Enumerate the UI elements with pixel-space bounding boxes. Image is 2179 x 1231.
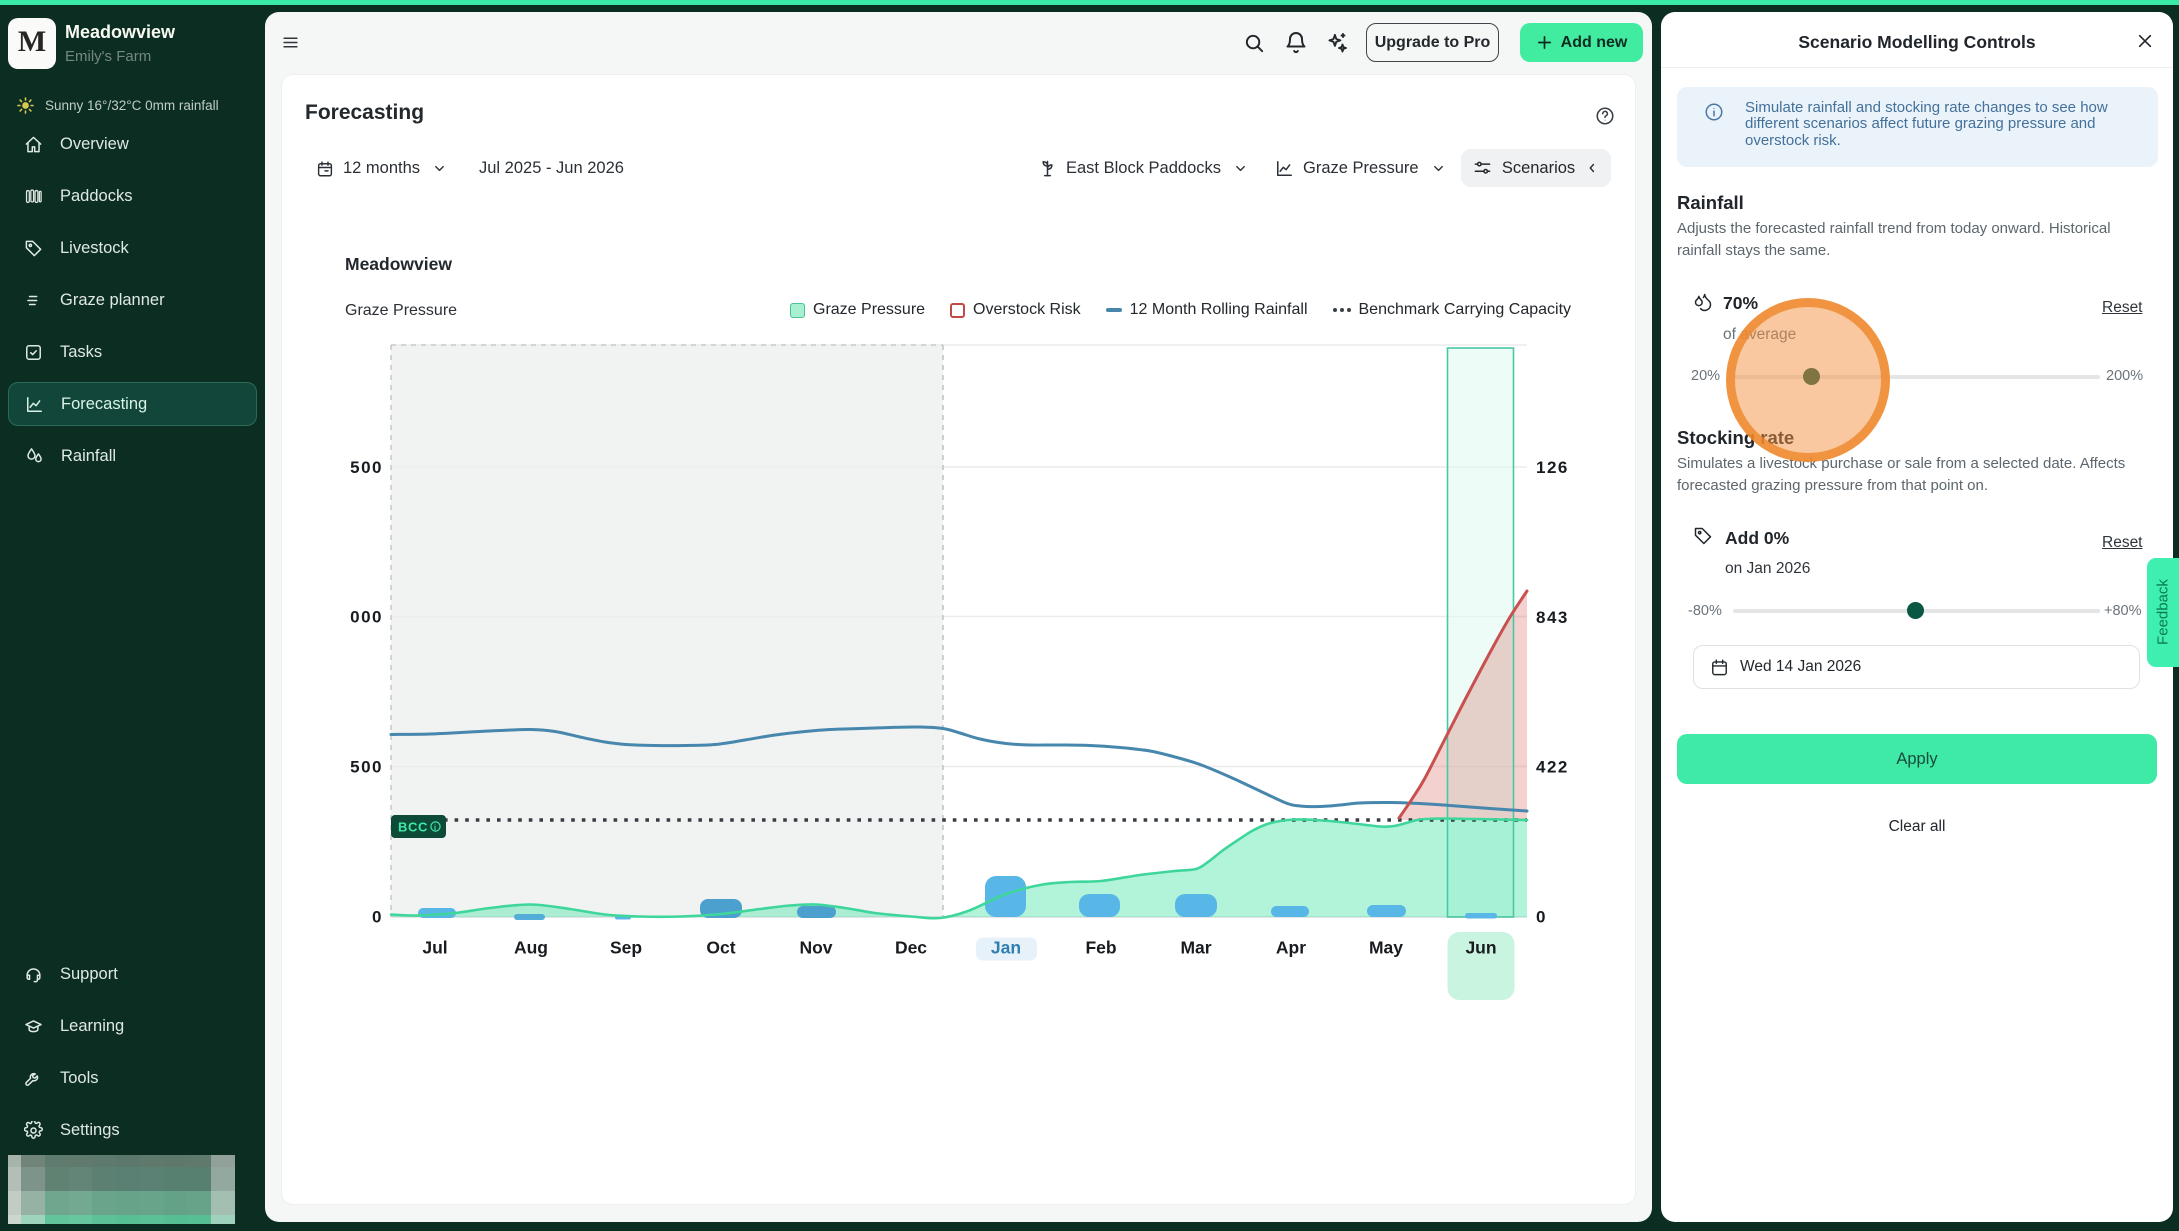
svg-text:843: 843	[1536, 608, 1569, 627]
svg-text:Jun: Jun	[1465, 938, 1496, 958]
svg-text:0: 0	[372, 908, 383, 927]
svg-text:422: 422	[1536, 758, 1569, 777]
svg-text:May: May	[1369, 938, 1403, 958]
svg-text:Jan: Jan	[991, 938, 1021, 958]
svg-text:000: 000	[350, 608, 383, 627]
svg-text:Feb: Feb	[1085, 938, 1116, 958]
svg-text:Oct: Oct	[706, 938, 735, 958]
svg-text:Mar: Mar	[1180, 938, 1211, 958]
svg-text:500: 500	[350, 758, 383, 777]
svg-text:0: 0	[1536, 908, 1547, 927]
svg-text:BCC: BCC	[398, 820, 428, 835]
svg-text:i: i	[434, 823, 436, 832]
svg-text:Aug: Aug	[514, 938, 548, 958]
svg-text:Dec: Dec	[895, 938, 927, 958]
svg-text:Jul: Jul	[422, 938, 447, 958]
svg-text:126: 126	[1536, 458, 1569, 477]
svg-text:500: 500	[350, 458, 383, 477]
svg-text:Nov: Nov	[799, 938, 832, 958]
svg-text:Sep: Sep	[610, 938, 642, 958]
svg-text:Apr: Apr	[1276, 938, 1306, 958]
